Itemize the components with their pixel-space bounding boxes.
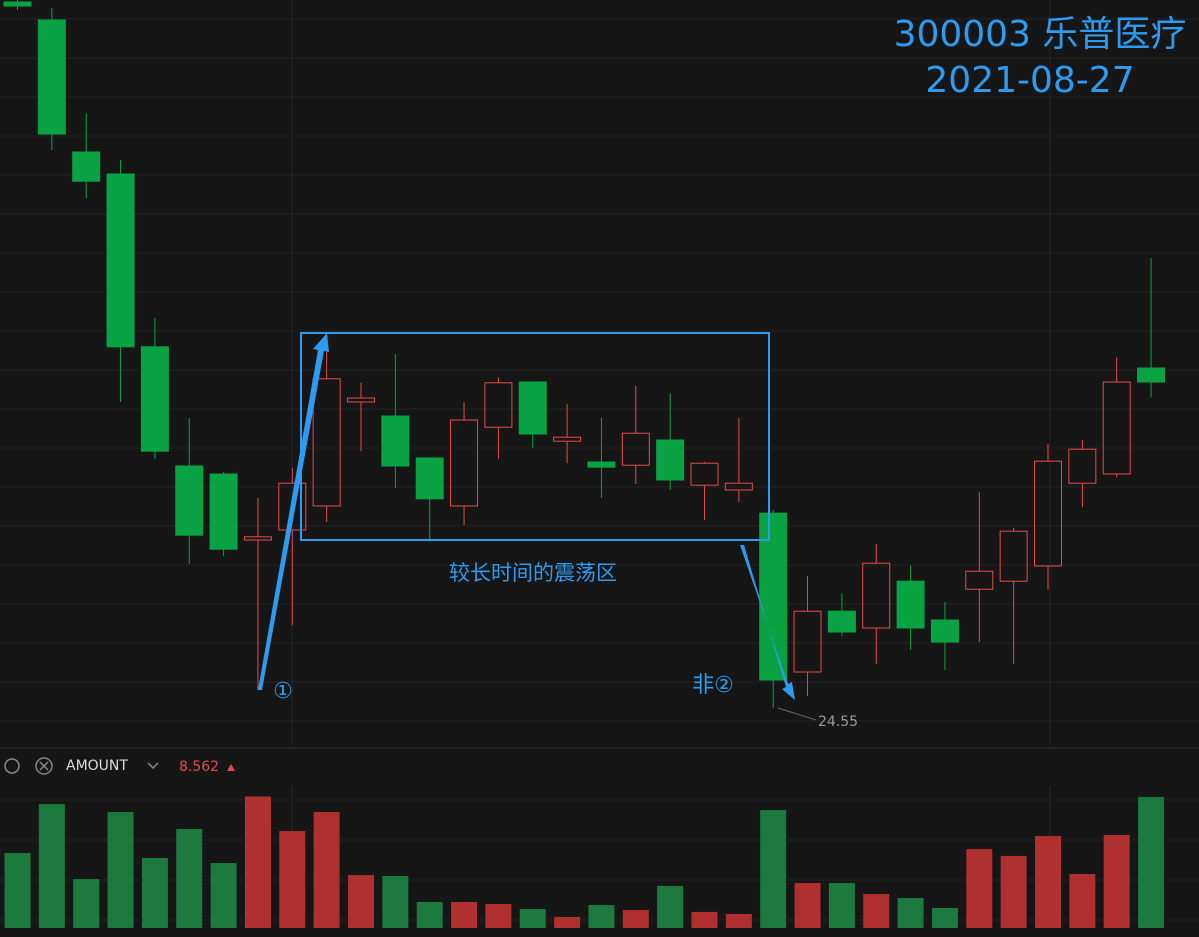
close-icon[interactable] <box>35 757 53 775</box>
volume-bar <box>107 812 134 928</box>
grid <box>0 18 1199 921</box>
candle-body <box>243 536 272 541</box>
candle-body <box>759 512 788 681</box>
volume-bar <box>1103 835 1130 928</box>
volume-bar <box>416 902 443 928</box>
volume-bar <box>931 907 958 928</box>
candle-body <box>450 419 479 507</box>
volume-bar <box>554 916 581 928</box>
low-label: 24.55 <box>818 714 858 730</box>
volume-bar <box>210 863 237 928</box>
indicator-name[interactable]: AMOUNT <box>66 758 128 774</box>
arrow <box>740 545 795 700</box>
candle-body <box>381 415 410 467</box>
volume-bar <box>141 857 168 928</box>
candle-body <box>827 610 856 633</box>
low-leader <box>777 707 817 721</box>
candle-body <box>175 465 204 536</box>
candle-body <box>415 457 444 500</box>
volume-bar <box>313 812 340 928</box>
volume-bar <box>348 875 374 928</box>
candle-body <box>209 473 238 550</box>
candle-body <box>72 151 101 182</box>
volume-bar <box>1069 874 1096 928</box>
candle-body <box>553 436 582 442</box>
candle-body <box>1034 460 1062 567</box>
candle-body <box>1137 367 1166 383</box>
candle-body <box>930 619 959 643</box>
candle-body <box>587 461 616 468</box>
volume-bar <box>966 849 993 928</box>
candle-body <box>484 382 513 428</box>
arrow <box>258 333 329 690</box>
volume-bar <box>382 876 409 928</box>
candle-body <box>140 346 169 452</box>
volume-bar <box>485 903 512 928</box>
chart-title: 300003 乐普医疗 <box>894 14 1187 55</box>
candle-body <box>106 173 135 348</box>
annotation: ① <box>273 679 293 704</box>
volume-bar <box>863 894 890 928</box>
volume-bar <box>4 853 31 928</box>
candle-body <box>312 378 341 507</box>
candle-body <box>518 381 547 435</box>
volume-bar <box>519 909 546 928</box>
candle-body <box>965 570 994 590</box>
up-triangle <box>227 764 235 771</box>
volume-bar <box>1000 855 1027 928</box>
volume-bar <box>73 879 100 928</box>
volume-bar <box>622 909 649 928</box>
volume-bar <box>691 911 718 928</box>
volume-bar <box>451 902 478 928</box>
dropdown-icon[interactable] <box>147 762 159 770</box>
candle-body <box>278 482 307 531</box>
volume-bar <box>828 883 855 928</box>
candle-body <box>862 562 891 629</box>
close-icon-x <box>39 761 49 771</box>
volume-bar <box>279 831 306 928</box>
candle-body <box>999 530 1028 582</box>
candle-body <box>347 397 375 403</box>
indicator-value: 8.562 <box>179 759 219 775</box>
settings-icon[interactable] <box>4 758 20 774</box>
candle-body <box>621 432 650 466</box>
volume-bar <box>244 796 271 928</box>
annotation: 较长时间的震荡区 <box>449 561 617 585</box>
volume-bar <box>760 810 787 928</box>
candle-body <box>690 462 719 486</box>
volume-bar <box>588 905 615 928</box>
volume-bar <box>657 885 684 928</box>
range-box <box>300 332 770 541</box>
candle-body <box>1102 381 1131 475</box>
candle-body <box>3 1 32 7</box>
volume-bar <box>176 829 203 928</box>
annotation: 非② <box>692 673 734 698</box>
candle-body <box>37 19 66 135</box>
chart-subtitle: 2021-08-27 <box>925 60 1134 101</box>
volume-bar <box>725 913 752 928</box>
volume-bar <box>794 883 821 928</box>
volume-bar <box>38 804 65 928</box>
volume-bar <box>1035 836 1061 928</box>
candle-body <box>1068 448 1097 484</box>
candle-body <box>656 439 685 481</box>
candle-body <box>724 482 753 491</box>
candle-body <box>793 610 822 673</box>
volume-bar <box>897 898 924 928</box>
candle-body <box>896 580 925 629</box>
volume-bar <box>1138 797 1165 928</box>
